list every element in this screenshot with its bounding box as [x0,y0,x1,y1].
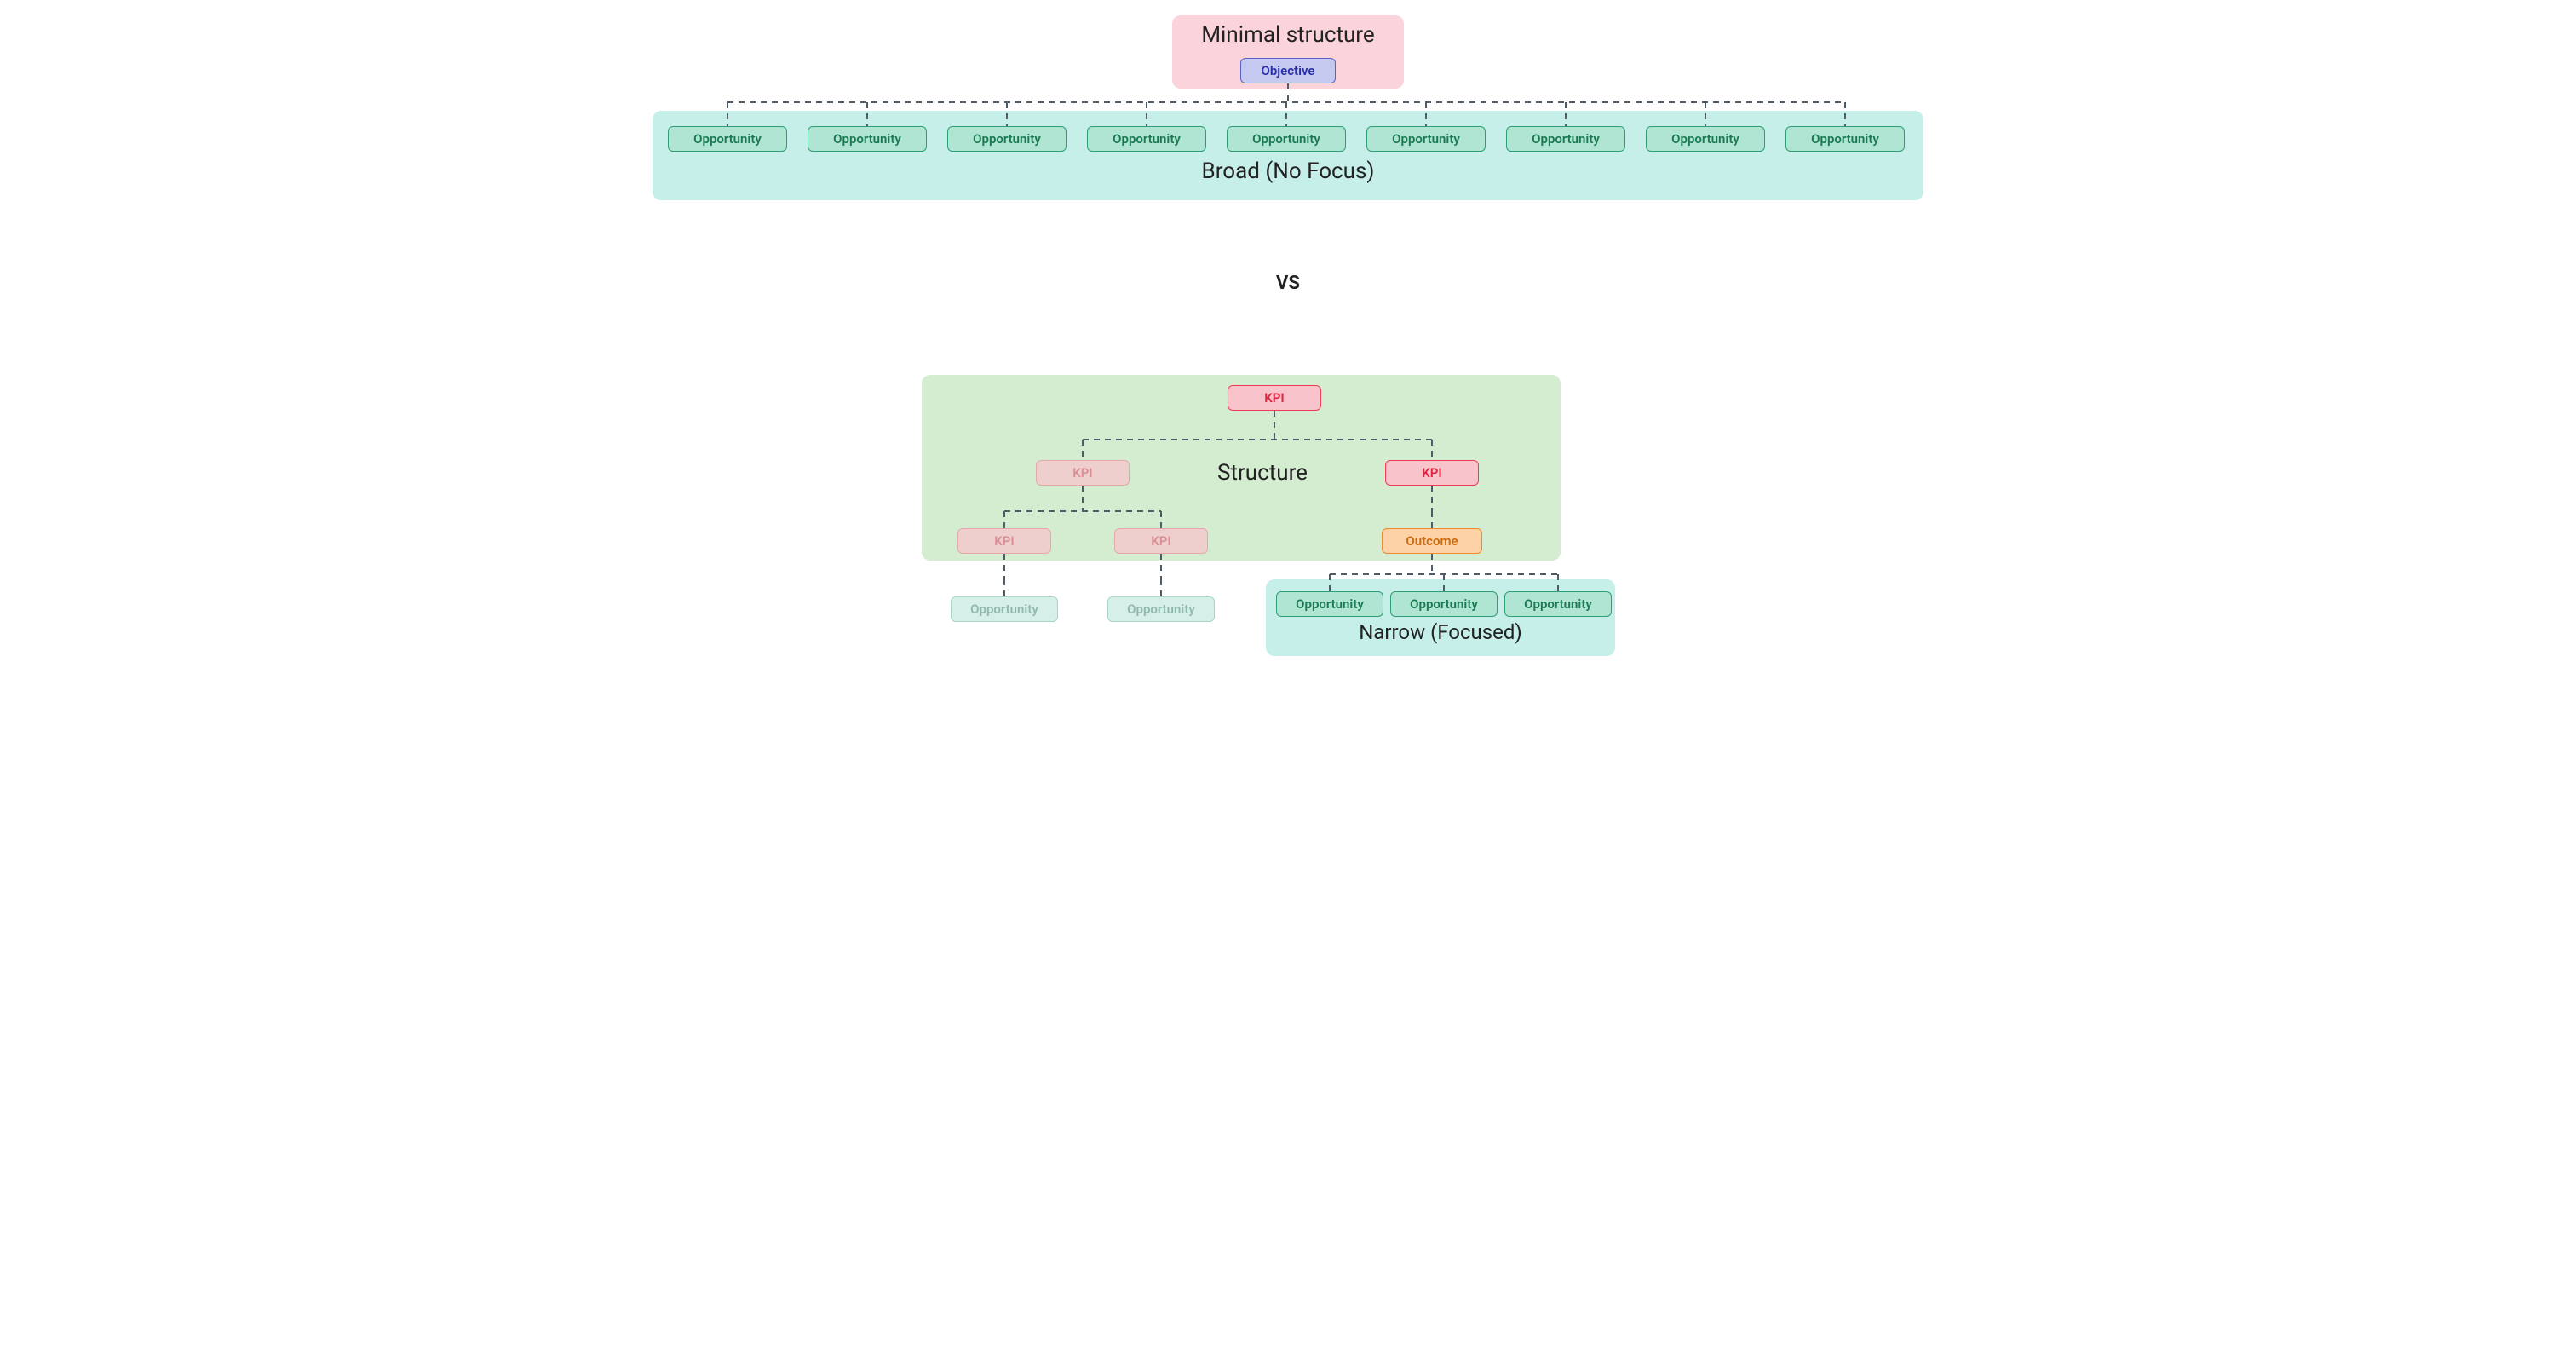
opp-ll-node: Opportunity [951,596,1058,622]
kpi-root-node: KPI [1228,385,1321,411]
opportunity-node: Opportunity [1785,126,1905,152]
objective-node: Objective [1240,58,1336,83]
opportunity-node: Opportunity [668,126,787,152]
structure-panel-label: Structure [1177,460,1348,486]
objective-label: Objective [1262,63,1315,78]
opp-r3-node: Opportunity [1504,591,1612,617]
opp-r2-node: Opportunity [1390,591,1498,617]
outcome-node: Outcome [1382,528,1482,554]
kpi-ll-node: KPI [957,528,1051,554]
broad-panel: Broad (No Focus) [653,111,1923,200]
opportunity-node: Opportunity [1227,126,1346,152]
opportunity-node: Opportunity [1087,126,1206,152]
minimal-structure-label: Minimal structure [1172,22,1404,48]
broad-panel-label: Broad (No Focus) [653,158,1923,184]
vs-label: VS [644,273,1932,294]
opportunity-node: Opportunity [1506,126,1625,152]
diagram-canvas: Minimal structure Objective Broad (No Fo… [644,0,1932,685]
kpi-lr-node: KPI [1114,528,1208,554]
opportunity-node: Opportunity [1646,126,1765,152]
opp-lr-node: Opportunity [1107,596,1215,622]
opp-r1-node: Opportunity [1276,591,1383,617]
kpi-l-node: KPI [1036,460,1130,486]
opportunity-node: Opportunity [947,126,1067,152]
opportunity-node: Opportunity [1366,126,1486,152]
opportunity-node: Opportunity [808,126,927,152]
narrow-panel-label: Narrow (Focused) [1266,620,1615,644]
kpi-r-node: KPI [1385,460,1479,486]
